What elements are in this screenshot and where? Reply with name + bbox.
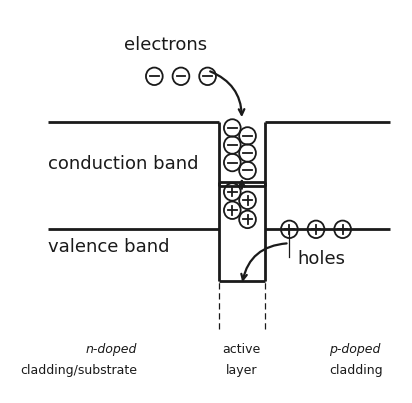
Text: electrons: electrons	[124, 35, 207, 54]
Text: valence band: valence band	[48, 238, 169, 256]
Text: p-doped: p-doped	[329, 343, 381, 355]
Text: conduction band: conduction band	[48, 155, 198, 173]
Text: active: active	[223, 343, 261, 355]
Text: cladding/substrate: cladding/substrate	[20, 364, 137, 378]
Text: holes: holes	[297, 250, 345, 268]
Text: n-doped: n-doped	[86, 343, 137, 355]
Text: layer: layer	[226, 364, 258, 378]
Text: cladding: cladding	[329, 364, 383, 378]
